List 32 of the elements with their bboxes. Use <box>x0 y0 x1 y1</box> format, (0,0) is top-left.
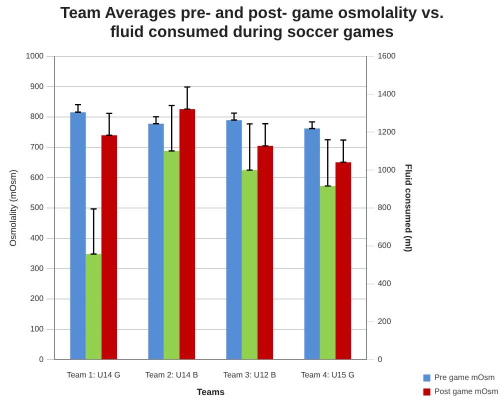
y-tick-label: 100 <box>30 324 44 334</box>
y2-tick-label: 1400 <box>378 90 396 99</box>
x-axis-title: Teams <box>196 387 225 398</box>
y2-tick-label: 600 <box>378 241 392 250</box>
x-tick-label: Team 2: U14 B <box>145 370 198 380</box>
x-tick-label: Team 1: U14 G <box>66 370 121 380</box>
y-tick-label: 900 <box>30 82 44 91</box>
x-tick-label: Team 4: U15 G <box>300 370 355 380</box>
y-tick-label: 700 <box>30 142 44 152</box>
y2-tick-label: 200 <box>378 316 392 326</box>
y2-tick-label: 800 <box>378 203 392 212</box>
bar <box>101 135 118 360</box>
y-tick-label: 500 <box>30 203 44 212</box>
y2-tick-label: 400 <box>378 279 392 288</box>
y2-tick-label: 0 <box>378 354 383 364</box>
y-tick-label: 300 <box>30 264 44 273</box>
y-tick-label: 200 <box>30 294 44 304</box>
bar <box>70 112 86 360</box>
y2-axis-title: Fluid consumed (ml) <box>403 164 414 252</box>
y-tick-label: 1000 <box>26 52 44 61</box>
y2-tick-label: 1600 <box>378 52 396 61</box>
y2-tick-label: 1000 <box>378 165 396 174</box>
y-tick-label: 400 <box>30 234 44 243</box>
y-tick-label: 600 <box>30 172 44 182</box>
y-tick-label: 800 <box>30 112 44 122</box>
chart-title: Team Averages pre- and post- game osmolality vs. fluid consumed during soccer games <box>60 5 444 42</box>
x-tick-label: Team 3: U12 B <box>223 370 276 380</box>
y-tick-label: 0 <box>39 354 44 364</box>
legend-label: Pre game mOsm <box>434 373 496 382</box>
legend-label: Post game mOsm <box>434 387 499 396</box>
y-axis-title: Osmolality (mOsm) <box>8 170 18 246</box>
y2-tick-label: 1200 <box>378 127 396 136</box>
